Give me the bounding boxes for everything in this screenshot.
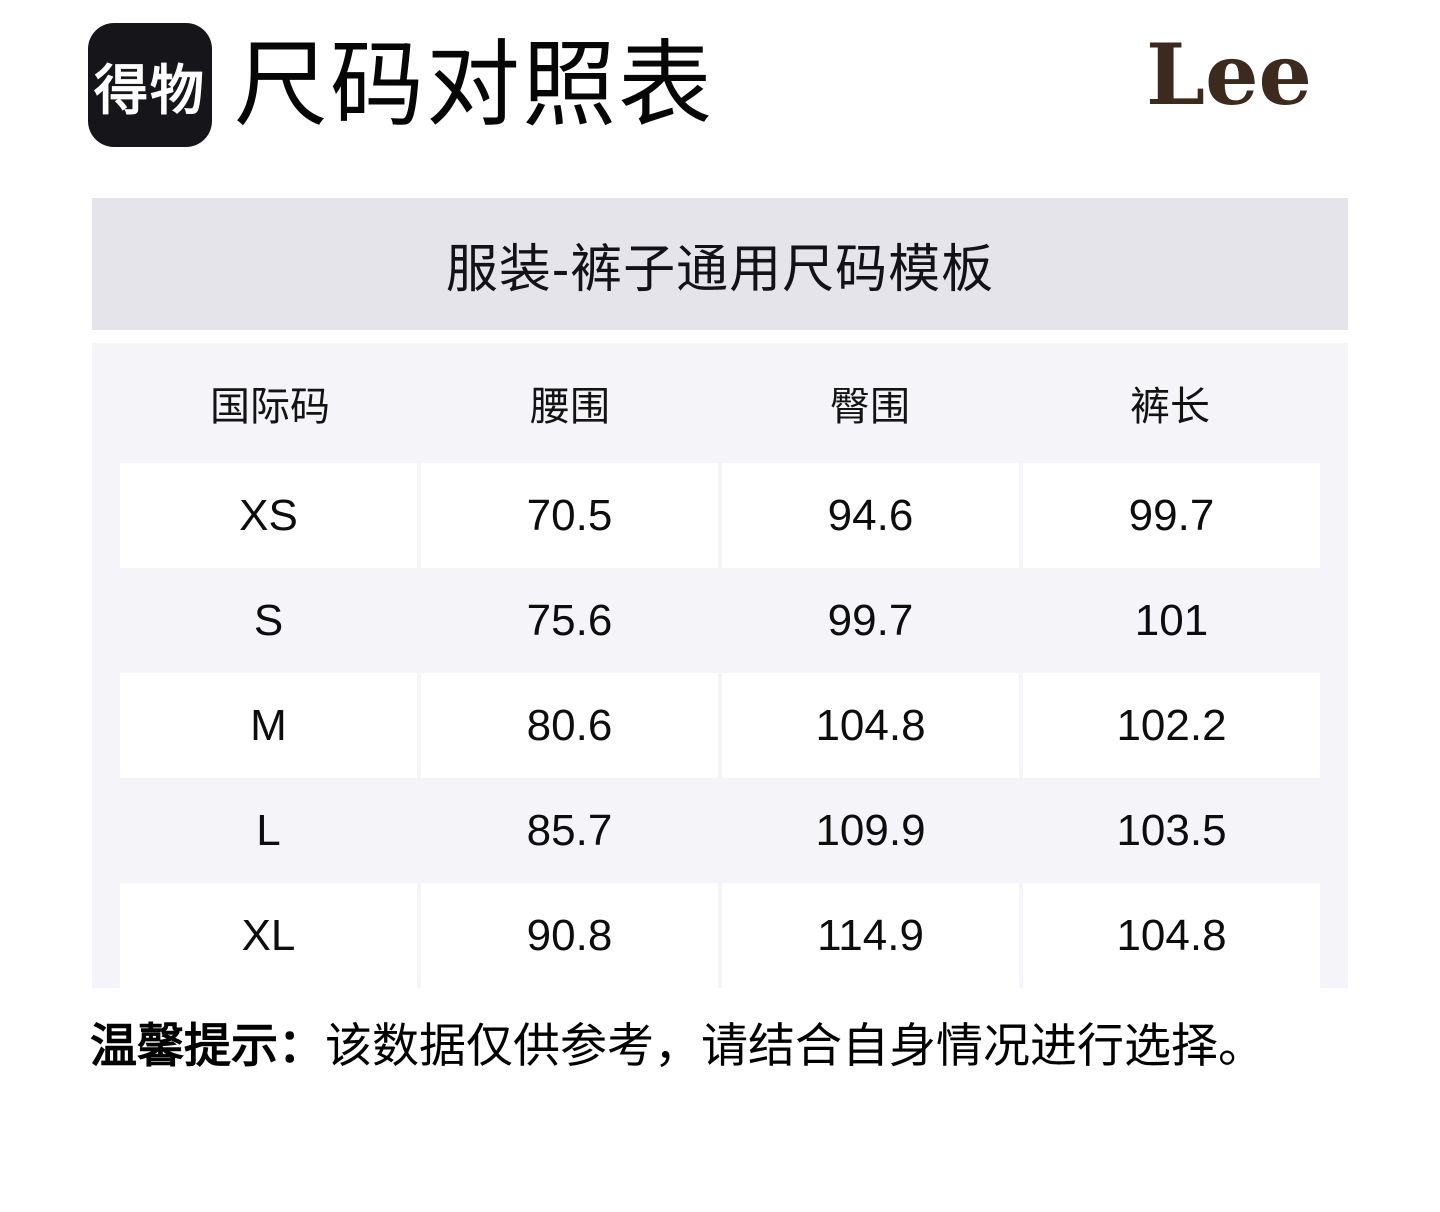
- table-cell-length: 102.2: [1023, 673, 1320, 778]
- table-cell-waist: 75.6: [526, 595, 613, 645]
- table-cell-hip: 109.9: [815, 805, 926, 855]
- lee-brand-logo: Lee: [1146, 25, 1312, 124]
- table-cell-size: L: [256, 805, 281, 855]
- table-row: L 85.7 109.9 103.5: [120, 778, 1320, 883]
- table-cell-hip: 104.8: [722, 673, 1019, 778]
- page-title: 尺码对照表: [234, 32, 715, 137]
- table-header-row: 国际码 腰围 臀围 裤长: [120, 343, 1320, 463]
- table-cell-length: 101: [1134, 595, 1209, 645]
- template-banner: 服装-裤子通用尺码模板: [92, 198, 1348, 330]
- table-header-length: 裤长: [1130, 385, 1210, 429]
- page-header: 得物 尺码对照表: [88, 23, 714, 147]
- table-cell-length: 103.5: [1116, 805, 1227, 855]
- table-cell-waist: 70.5: [421, 463, 718, 568]
- table-row: XL 90.8 114.9 104.8: [120, 883, 1320, 988]
- table-cell-hip: 114.9: [722, 883, 1019, 988]
- table-cell-size: M: [120, 673, 417, 778]
- table-cell-waist: 80.6: [421, 673, 718, 778]
- template-banner-title: 服装-裤子通用尺码模板: [445, 240, 995, 299]
- table-header-hip: 臀围: [830, 385, 910, 429]
- table-row: M 80.6 104.8 102.2: [120, 673, 1320, 778]
- table-cell-hip: 94.6: [722, 463, 1019, 568]
- table-cell-size: XL: [120, 883, 417, 988]
- table-cell-size: S: [253, 595, 284, 645]
- size-table: 国际码 腰围 臀围 裤长 XS 70.5 94.6 99.7 S 75.6 99…: [92, 343, 1348, 988]
- table-cell-hip: 99.7: [827, 595, 914, 645]
- table-cell-size: XS: [120, 463, 417, 568]
- table-header-waist: 腰围: [530, 385, 610, 429]
- table-cell-length: 99.7: [1023, 463, 1320, 568]
- table-header-size: 国际码: [210, 385, 330, 429]
- notice-label: 温馨提示：: [90, 1019, 325, 1072]
- table-cell-waist: 85.7: [526, 805, 613, 855]
- dewu-logo-text: 得物: [94, 60, 206, 121]
- table-cell-length: 104.8: [1023, 883, 1320, 988]
- table-row: XS 70.5 94.6 99.7: [120, 463, 1320, 568]
- notice-text: 温馨提示：该数据仅供参考，请结合自身情况进行选择。: [90, 1014, 1265, 1078]
- notice-body: 该数据仅供参考，请结合自身情况进行选择。: [325, 1019, 1265, 1072]
- table-row: S 75.6 99.7 101: [120, 568, 1320, 673]
- dewu-logo: 得物: [88, 23, 212, 147]
- table-cell-waist: 90.8: [421, 883, 718, 988]
